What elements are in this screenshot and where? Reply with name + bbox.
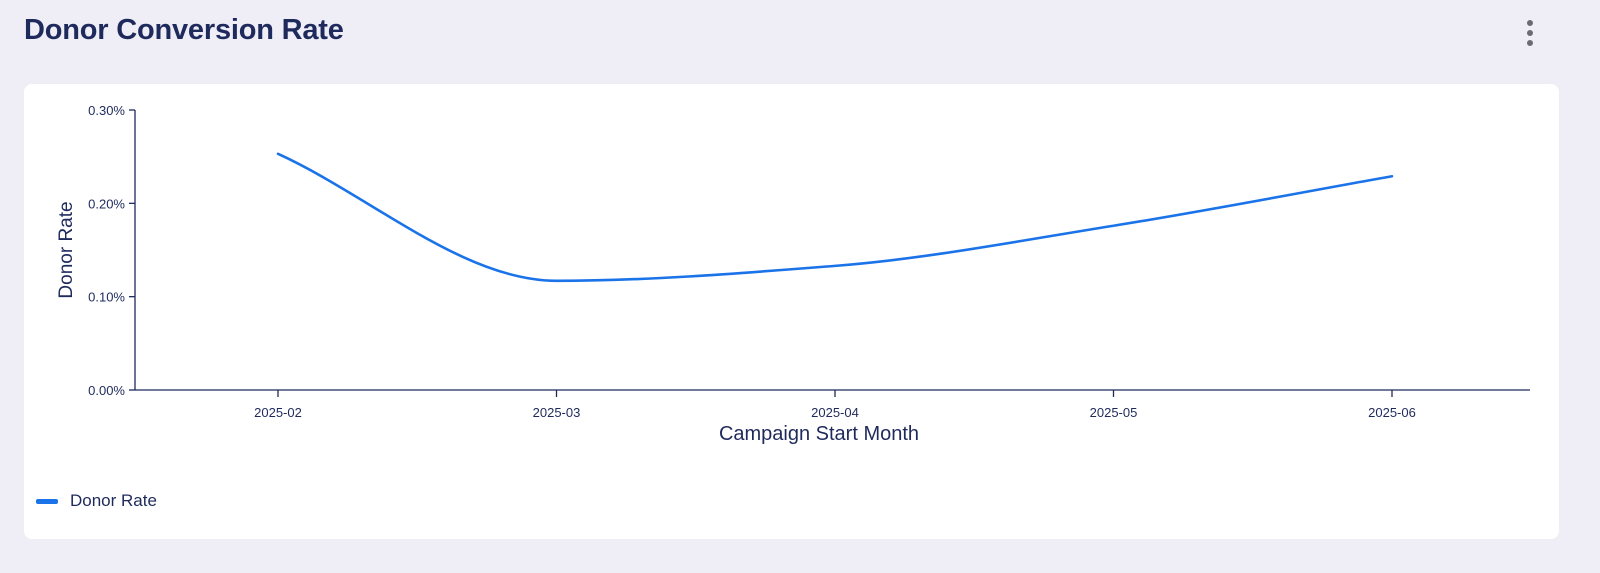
y-tick-label: 0.10% bbox=[88, 290, 125, 305]
x-tick-label: 2025-04 bbox=[811, 405, 859, 420]
x-tick-label: 2025-02 bbox=[254, 405, 302, 420]
series-line-0[interactable] bbox=[276, 152, 1394, 283]
x-axis-label: Campaign Start Month bbox=[719, 423, 919, 445]
legend-swatch bbox=[36, 498, 58, 504]
y-tick-label: 0.30% bbox=[88, 103, 125, 118]
y-axis-label: Donor Rate bbox=[56, 201, 77, 298]
chart-card: 0.00% 0.10% 0.20% 0.30% 2025-02 2025-03 2025-… bbox=[24, 84, 1559, 539]
y-tick-label: 0.20% bbox=[88, 196, 125, 211]
x-axis: 2025-02 2025-03 2025-04 2025-05 2025-06 bbox=[135, 389, 1530, 420]
legend-label: Donor Rate bbox=[70, 491, 157, 510]
x-tick-label: 2025-03 bbox=[533, 405, 581, 420]
x-tick-label: 2025-06 bbox=[1368, 405, 1416, 420]
y-tick-label: 0.00% bbox=[88, 383, 125, 398]
line-chart: 0.00%0.10%0.20%0.30% 2025-02 2025-03 2025-… bbox=[56, 103, 1530, 445]
y-axis: 0.00% 0.10% 0.20% 0.30% bbox=[88, 103, 136, 398]
page-title: Donor Conversion Rate bbox=[24, 14, 344, 46]
series-layer bbox=[276, 152, 1394, 283]
x-tick-label: 2025-05 bbox=[1090, 405, 1138, 420]
legend[interactable]: Donor Rate bbox=[36, 491, 157, 511]
more-vertical-icon[interactable] bbox=[1518, 18, 1542, 48]
